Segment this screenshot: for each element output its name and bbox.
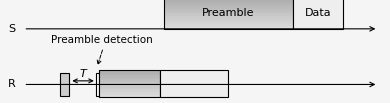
Bar <box>99 70 160 71</box>
Text: T: T <box>80 69 87 79</box>
Bar <box>164 20 292 21</box>
Text: R: R <box>8 79 16 90</box>
Bar <box>164 4 292 6</box>
Bar <box>164 26 292 27</box>
Bar <box>164 3 292 4</box>
Bar <box>60 73 69 96</box>
Bar <box>99 85 160 86</box>
Bar <box>99 72 160 74</box>
Bar <box>164 16 292 18</box>
Bar <box>164 0 292 1</box>
Bar <box>164 0 292 29</box>
Bar <box>164 27 292 29</box>
Bar <box>164 9 292 10</box>
Bar <box>164 24 292 26</box>
Bar <box>164 10 292 12</box>
Bar <box>164 18 292 20</box>
Bar <box>99 86 160 88</box>
Bar <box>99 78 160 79</box>
Bar <box>96 73 99 96</box>
Bar <box>164 21 292 23</box>
Bar <box>164 15 292 16</box>
Bar <box>164 13 292 15</box>
Text: Preamble detection: Preamble detection <box>51 35 152 45</box>
Bar <box>99 79 160 81</box>
Bar <box>99 90 160 92</box>
Bar <box>164 1 292 3</box>
Bar <box>164 23 292 24</box>
Bar <box>99 74 160 75</box>
Bar <box>99 71 160 72</box>
Bar <box>164 12 292 13</box>
Bar <box>99 92 160 93</box>
Bar <box>164 7 292 9</box>
Text: Data: Data <box>305 8 331 18</box>
Text: Preamble: Preamble <box>202 8 254 18</box>
Bar <box>99 83 160 85</box>
Bar <box>99 96 160 97</box>
Bar <box>99 70 160 97</box>
Bar <box>99 81 160 82</box>
Bar <box>99 82 160 83</box>
Bar <box>160 70 228 97</box>
Bar <box>99 93 160 95</box>
Bar <box>99 95 160 96</box>
Bar <box>99 76 160 78</box>
Bar <box>292 0 343 29</box>
Bar <box>99 89 160 90</box>
Bar <box>164 6 292 7</box>
Text: S: S <box>8 24 15 34</box>
Bar <box>99 88 160 89</box>
Bar <box>99 75 160 76</box>
